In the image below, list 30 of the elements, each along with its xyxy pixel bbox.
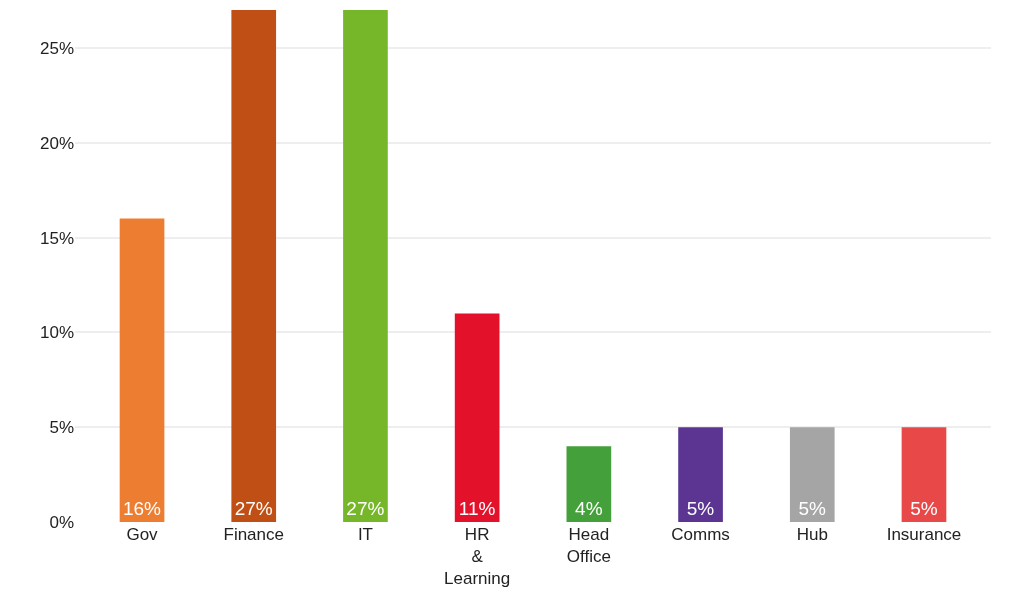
y-tick-label: 0% bbox=[49, 512, 74, 532]
y-tick-label: 15% bbox=[39, 228, 74, 248]
bar bbox=[789, 427, 835, 522]
bar bbox=[119, 218, 165, 522]
y-tick-label: 25% bbox=[39, 38, 74, 58]
bar bbox=[343, 10, 388, 522]
bar bbox=[566, 446, 612, 522]
data-label: 5% bbox=[798, 498, 827, 519]
x-tick-label: HR & Learning bbox=[444, 525, 511, 589]
bar bbox=[454, 313, 500, 522]
data-label: 4% bbox=[575, 498, 603, 519]
bar bbox=[901, 427, 947, 522]
x-tick-label: Finance bbox=[223, 525, 284, 544]
bar bbox=[231, 10, 277, 522]
y-tick-label: 20% bbox=[39, 133, 74, 153]
data-label: 27% bbox=[234, 498, 273, 519]
x-tick-label: Hub bbox=[796, 525, 828, 544]
bar bbox=[678, 427, 723, 522]
y-tick-label: 5% bbox=[49, 418, 74, 438]
x-tick-label: IT bbox=[357, 525, 373, 544]
y-tick-label: 10% bbox=[39, 323, 74, 343]
x-tick-label: Insurance bbox=[886, 525, 962, 544]
data-label: 16% bbox=[122, 498, 162, 519]
data-label: 27% bbox=[346, 498, 385, 519]
data-label: 5% bbox=[686, 498, 715, 519]
data-label: 11% bbox=[458, 498, 496, 519]
x-tick-label: Head Office bbox=[566, 525, 611, 567]
data-label: 5% bbox=[910, 498, 938, 519]
x-tick-label: Gov bbox=[126, 525, 159, 544]
x-tick-label: Comms bbox=[671, 525, 730, 544]
